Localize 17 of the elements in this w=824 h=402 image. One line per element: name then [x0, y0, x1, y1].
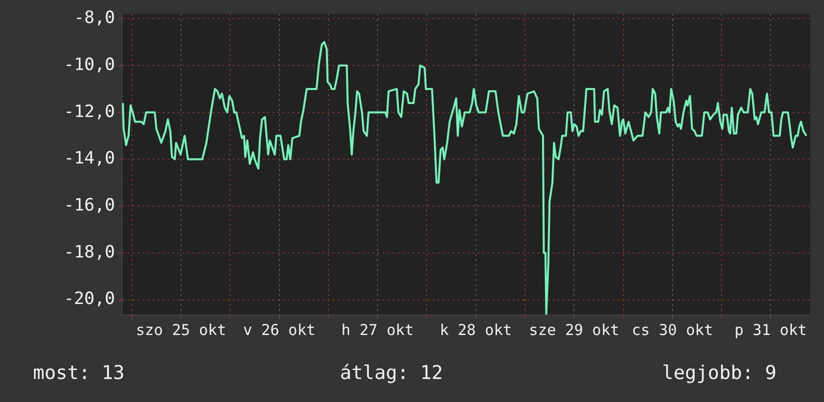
x-tick-label: cs 30 okt — [632, 320, 714, 339]
x-tick-label: szo 25 okt — [136, 320, 226, 339]
y-tick-label: -20,0 — [64, 289, 115, 310]
x-tick-label: p 31 okt — [734, 320, 807, 339]
x-tick-label: v 26 okt — [243, 320, 316, 339]
y-tick-label: -8,0 — [74, 8, 115, 28]
y-tick-label: -16,0 — [64, 196, 115, 216]
y-tick-label: -18,0 — [64, 242, 115, 262]
x-tick-label: h 27 okt — [341, 320, 414, 339]
x-tick-label: sze 29 okt — [528, 320, 620, 339]
y-tick-label: -12,0 — [64, 102, 115, 122]
x-tick-label: k 28 okt — [440, 320, 512, 339]
y-tick-label: -14,0 — [64, 148, 115, 169]
text: átlag: 12 — [340, 362, 443, 384]
text: legjobb: 9 — [662, 362, 776, 384]
text: most: 13 — [33, 362, 125, 384]
y-tick-label: -10,0 — [64, 54, 115, 75]
